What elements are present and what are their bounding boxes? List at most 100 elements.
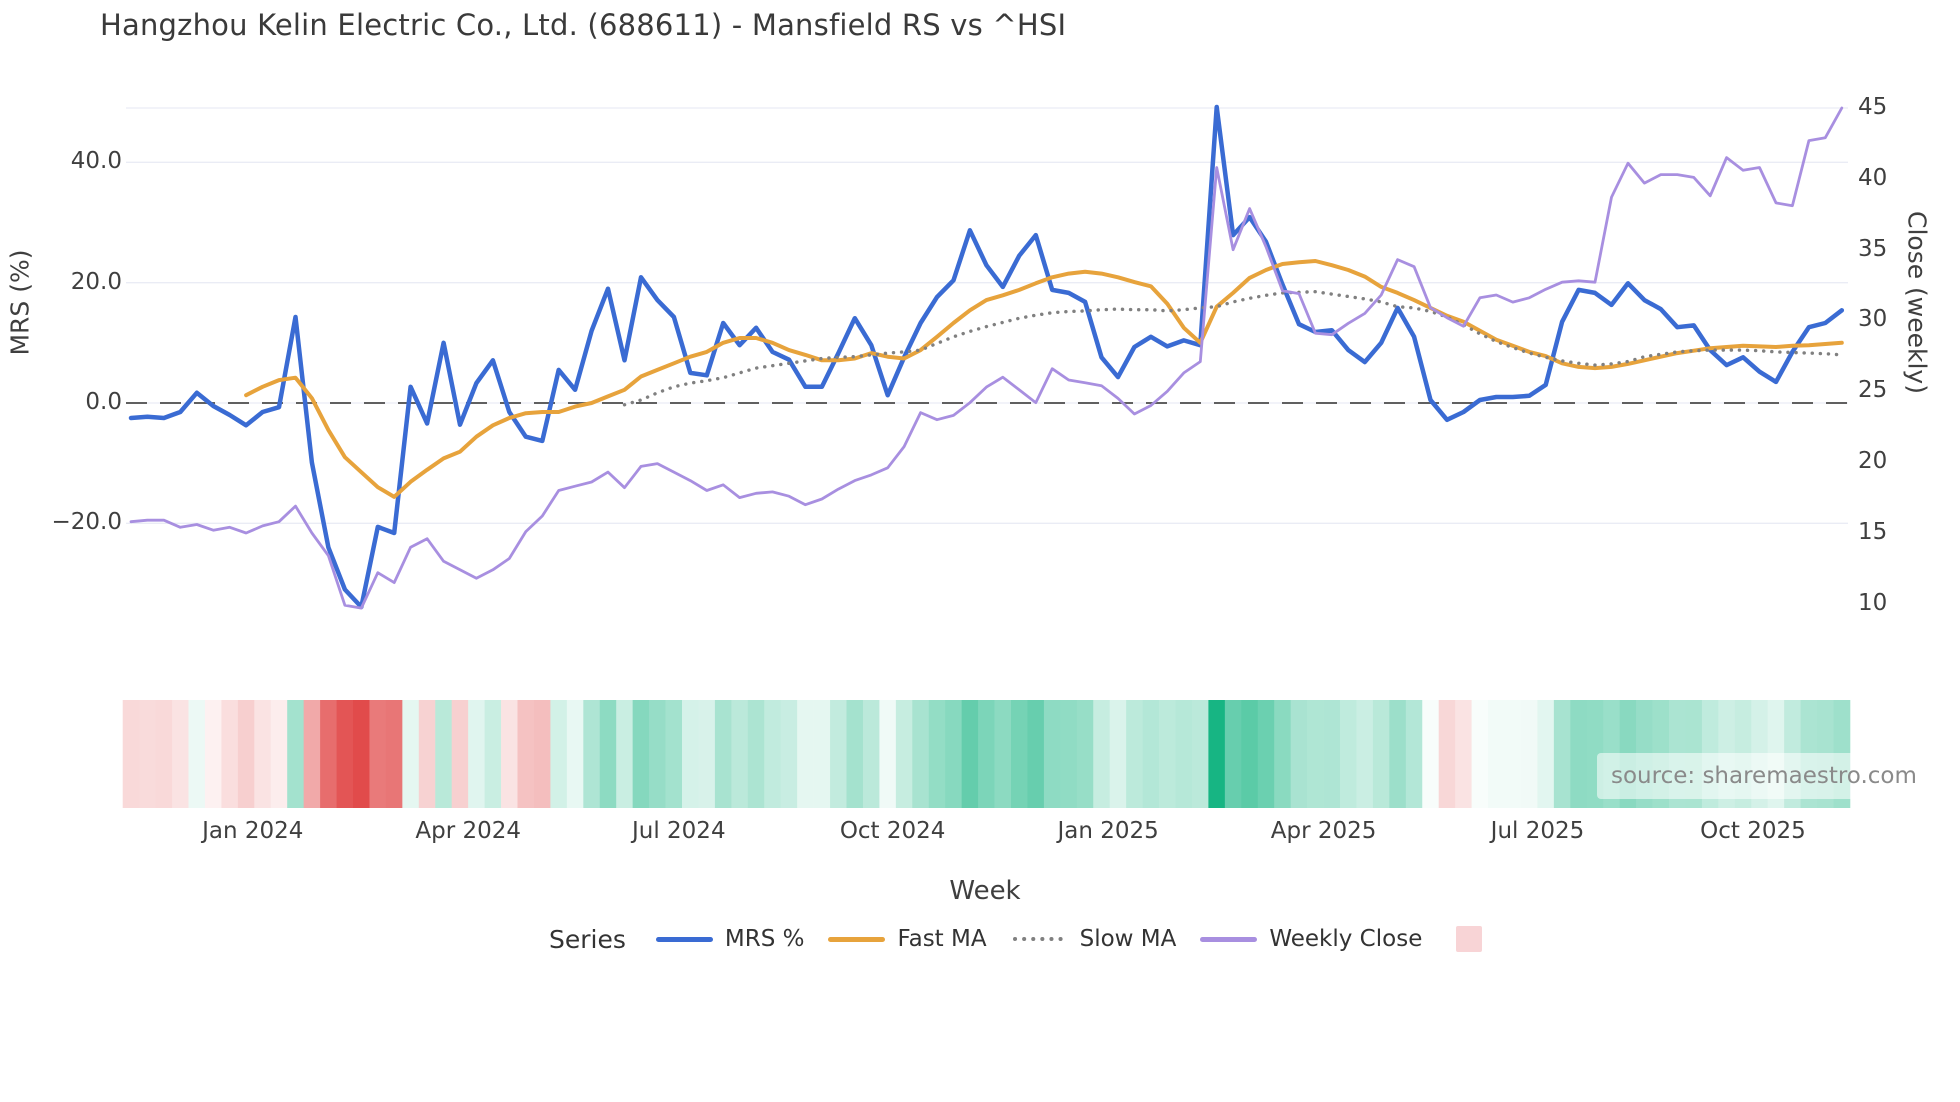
legend-item-slow-ma[interactable]: Slow MA (1011, 926, 1176, 952)
heatmap-cell (1027, 700, 1045, 808)
heatmap-cell (517, 700, 535, 808)
heatmap-cell (1471, 700, 1489, 808)
heatmap-cell (122, 700, 140, 808)
heatmap-cell (714, 700, 732, 808)
heatmap-cell (764, 700, 782, 808)
heatmap-cell (1175, 700, 1193, 808)
heatmap-cell (961, 700, 979, 808)
heatmap-cell (402, 700, 420, 808)
heatmap-cell (287, 700, 304, 808)
right-axis-title: Close (weekly) (1902, 211, 1932, 394)
heatmap-cell (583, 700, 601, 808)
right-tick-label: 40 (1858, 164, 1888, 191)
heatmap-cell (533, 700, 551, 808)
heatmap-cell (435, 700, 453, 808)
left-tick-label: 0.0 (85, 389, 122, 415)
heatmap-cell (1290, 700, 1308, 808)
heatmap-cell (353, 700, 370, 808)
heatmap-cell (649, 700, 666, 808)
heatmap-cell (879, 700, 897, 808)
heatmap-cell (665, 700, 683, 808)
heatmap-cell (780, 700, 798, 808)
heatmap-cell (221, 700, 239, 808)
right-tick-label: 45 (1858, 93, 1888, 120)
heatmap-cell (862, 700, 880, 808)
x-axis-title: Week (949, 876, 1021, 906)
heatmap-cell (731, 700, 749, 808)
legend: Series MRS % Fast MA Slow MA Weekly Close (549, 924, 1483, 954)
x-tick-label: Apr 2024 (415, 818, 522, 844)
heatmap-cell (1405, 700, 1423, 808)
legend-item-fast-ma[interactable]: Fast MA (828, 926, 987, 952)
heatmap-cell (566, 700, 584, 808)
source-note-text: source: sharemaestro.com (1611, 763, 1917, 789)
x-tick-label: Apr 2025 (1270, 818, 1377, 844)
heatmap-cell (1488, 700, 1505, 808)
heatmap-cell (846, 700, 864, 808)
legend-item-weekly-close[interactable]: Weekly Close (1200, 926, 1422, 952)
heatmap-cell (813, 700, 831, 808)
page-title: Hangzhou Kelin Electric Co., Ltd. (68861… (100, 8, 1067, 42)
heatmap-cell (1389, 700, 1407, 808)
heatmap-cell (1274, 700, 1291, 808)
heatmap-cell (336, 700, 354, 808)
right-tick-label: 20 (1858, 448, 1888, 475)
heatmap-cell (155, 700, 173, 808)
legend-swatch (1012, 937, 1066, 941)
heatmap-cell (682, 700, 699, 808)
heatmap-cell (1422, 700, 1440, 808)
legend-title: Series (549, 924, 626, 954)
heatmap-cell (1553, 700, 1571, 808)
heatmap-cell (303, 700, 321, 808)
heatmap-cell (484, 700, 502, 808)
heatmap-cell (616, 700, 633, 808)
heatmap-cell (172, 700, 189, 808)
heatmap-cell (270, 700, 288, 808)
heatmap-cell (1208, 700, 1226, 808)
left-tick-label: 20.0 (70, 268, 122, 295)
heatmap-cell (385, 700, 403, 808)
heatmap-cell (1159, 700, 1176, 808)
heatmap-cell (1520, 700, 1538, 808)
weekly-close-line (129, 106, 1844, 610)
heatmap-cell (1043, 700, 1061, 808)
heatmap-cell (1537, 700, 1555, 808)
legend-item-label: Weekly Close (1269, 926, 1423, 952)
heatmap-cell (978, 700, 995, 808)
right-tick-label: 15 (1858, 519, 1888, 545)
legend-item-mrs-[interactable]: MRS % (655, 926, 804, 952)
heatmap-cell (254, 700, 272, 808)
heatmap-cell (1372, 700, 1390, 808)
legend-swatch (1200, 936, 1258, 942)
right-tick-label: 10 (1858, 589, 1888, 616)
heatmap-cell (599, 700, 617, 808)
right-tick-label: 30 (1858, 306, 1888, 333)
heatmap-cell (1504, 700, 1522, 808)
heatmap-cell (945, 700, 962, 808)
heatmap-cell (369, 700, 387, 808)
heatmap-cell (1126, 700, 1143, 808)
left-tick-label: −20.0 (51, 509, 122, 536)
heatmap-cell (928, 700, 946, 808)
heatmap-cell (204, 700, 222, 808)
heatmap-cell (501, 700, 518, 808)
heatmap-cell (1109, 700, 1127, 808)
left-axis-title: MRS (%) (5, 249, 35, 356)
heatmap-cell (747, 700, 765, 808)
heatmap-cell (1076, 700, 1094, 808)
heatmap-cell (797, 700, 814, 808)
x-tick-label: Jan 2024 (202, 818, 304, 844)
heatmap-cell (698, 700, 716, 808)
legend-heatmap-swatch[interactable] (1456, 926, 1483, 952)
heatmap-cell (320, 700, 337, 808)
heatmap-cell (1340, 700, 1357, 808)
heatmap-cell (1570, 700, 1588, 808)
heatmap-cell (1191, 700, 1209, 808)
heatmap-cell (1011, 700, 1028, 808)
heatmap-cell (1060, 700, 1078, 808)
source-note: source: sharemaestro.com (1597, 753, 1931, 799)
heatmap-cell (1323, 700, 1341, 808)
heatmap-cell (895, 700, 913, 808)
mrs--line (128, 104, 1845, 610)
heatmap-cell (139, 700, 156, 808)
